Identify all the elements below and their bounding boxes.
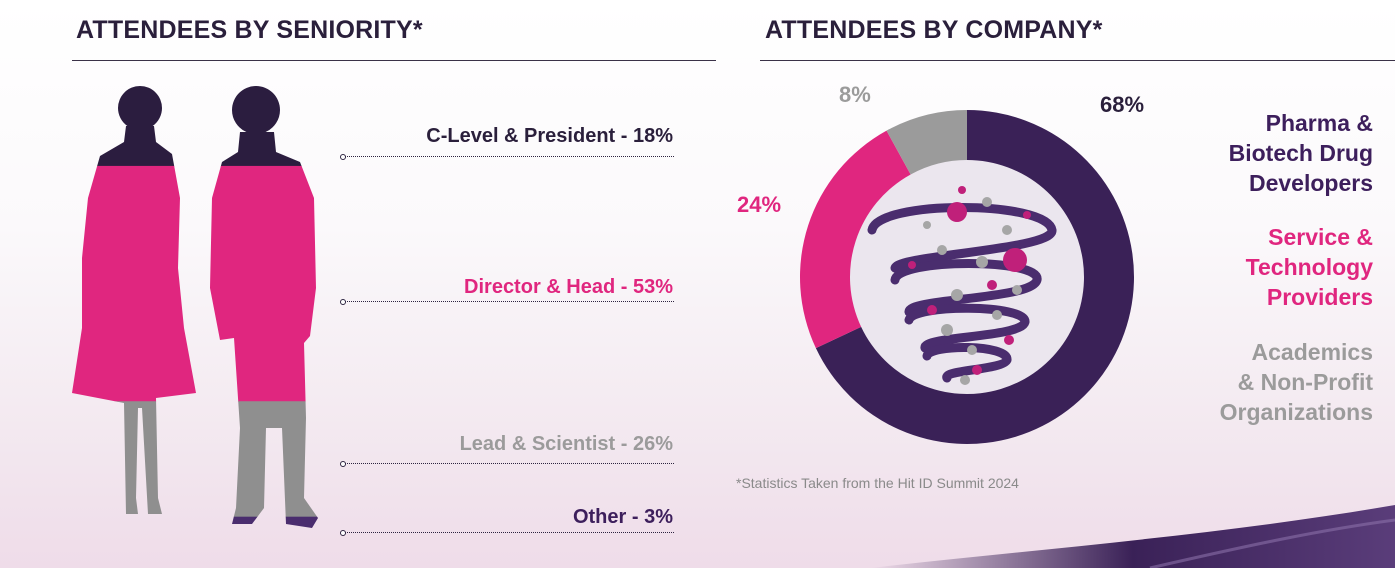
band-other	[72, 516, 318, 528]
label-lead: Lead & Scientist - 26%	[459, 433, 673, 455]
leader-other	[340, 530, 674, 536]
legend-service-line-1: Service &	[1268, 224, 1373, 250]
company-donut-chart	[800, 110, 1134, 444]
legend-pharma-line-3: Developers	[1248, 170, 1373, 196]
slice-pharma	[815, 110, 1134, 444]
leader-lead	[340, 461, 674, 467]
pct-academics: 8%	[839, 82, 871, 107]
footnote: *Statistics Taken from the Hit ID Summit…	[736, 475, 1019, 491]
pct-pharma: 68%	[1100, 92, 1145, 117]
company-heading-rule	[760, 60, 1395, 61]
pct-service: 24%	[737, 192, 782, 217]
band-director	[72, 165, 318, 402]
legend-academics-line-2: & Non-Profit	[1237, 369, 1373, 395]
legend-pharma: Pharma & Biotech Drug Developers	[1229, 108, 1373, 198]
seniority-heading: ATTENDEES BY SENIORITY*	[76, 16, 423, 44]
silhouette-figures	[72, 86, 318, 528]
legend-service: Service & Technology Providers	[1246, 222, 1373, 312]
band-c-level	[72, 86, 318, 167]
legend-pharma-line-2: Biotech Drug	[1228, 140, 1373, 166]
legend-academics-line-1: Academics	[1251, 339, 1373, 365]
leader-c-level	[340, 154, 674, 160]
band-lead	[72, 401, 318, 518]
legend-academics: Academics & Non-Profit Organizations	[1220, 337, 1373, 427]
legend-service-line-3: Providers	[1266, 284, 1373, 310]
slice-academics	[886, 110, 967, 175]
legend-academics-line-3: Organizations	[1219, 399, 1373, 425]
legend-pharma-line-1: Pharma &	[1265, 110, 1373, 136]
seniority-heading-rule	[72, 60, 716, 61]
label-c-level: C-Level & President - 18%	[426, 125, 673, 147]
label-other: Other - 3%	[572, 506, 673, 528]
molecule-icon	[867, 186, 1057, 385]
label-director: Director & Head - 53%	[464, 276, 673, 298]
company-heading: ATTENDEES BY COMPANY*	[765, 16, 1103, 44]
slice-service	[800, 130, 911, 349]
legend-service-line-2: Technology	[1245, 254, 1373, 280]
donut-center	[849, 159, 1085, 395]
leader-director	[340, 299, 674, 305]
